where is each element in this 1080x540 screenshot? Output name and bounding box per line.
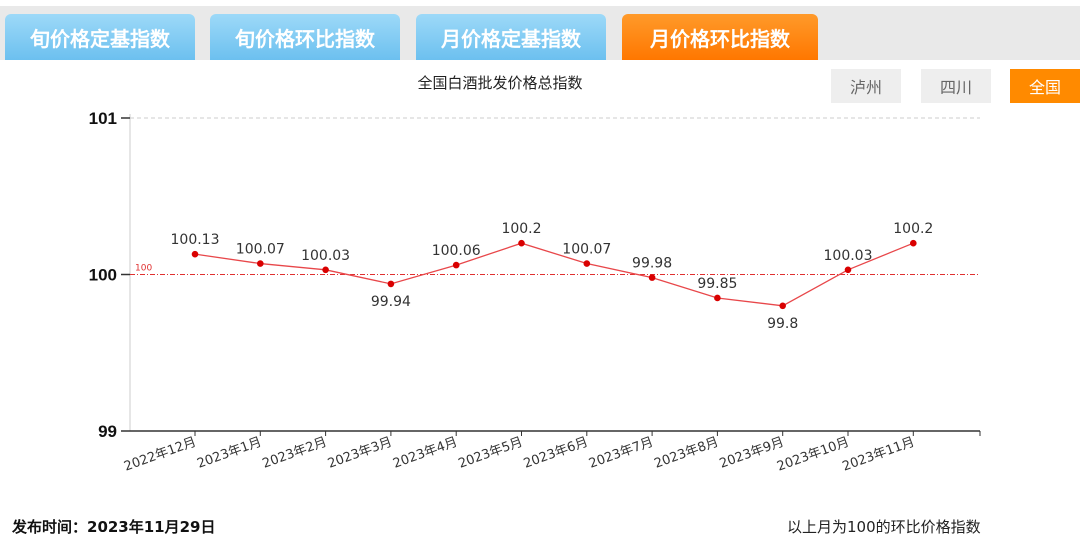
x-tick-label: 2023年8月 bbox=[652, 435, 720, 472]
tab-month-chain[interactable]: 月价格环比指数 bbox=[622, 14, 818, 60]
x-tick-label: 2023年1月 bbox=[195, 435, 263, 472]
data-point bbox=[779, 302, 786, 310]
data-label: 99.8 bbox=[767, 316, 798, 332]
data-label: 100.06 bbox=[432, 243, 481, 259]
data-point bbox=[452, 261, 460, 269]
region-luzhou-button[interactable]: 泸州 bbox=[831, 69, 901, 103]
data-label: 99.94 bbox=[371, 294, 411, 310]
data-label: 100.2 bbox=[893, 221, 933, 237]
data-label: 99.85 bbox=[697, 276, 737, 292]
x-tick-label: 2023年6月 bbox=[522, 435, 590, 472]
x-tick-label: 2023年5月 bbox=[456, 435, 524, 472]
data-point bbox=[191, 250, 199, 258]
index-note: 以上月为100的环比价格指数 bbox=[787, 518, 981, 536]
data-point bbox=[844, 266, 852, 274]
region-sichuan-button[interactable]: 四川 bbox=[921, 69, 991, 103]
x-tick-label: 2023年9月 bbox=[718, 435, 786, 472]
data-point bbox=[387, 280, 395, 288]
data-point bbox=[257, 260, 264, 267]
y-tick-label: 101 bbox=[89, 109, 117, 128]
tab-dekad-chain[interactable]: 旬价格环比指数 bbox=[210, 14, 400, 60]
data-label: 100.03 bbox=[301, 248, 350, 264]
y-tick-label: 99 bbox=[98, 422, 117, 441]
data-point bbox=[583, 260, 591, 267]
x-tick-label: 2023年11月 bbox=[840, 435, 916, 475]
data-point bbox=[518, 239, 525, 247]
chart-title: 全国白酒批发价格总指数 bbox=[417, 74, 583, 92]
region-national-button[interactable]: 全国 bbox=[1010, 69, 1080, 103]
x-tick-label: 2023年4月 bbox=[391, 435, 459, 472]
series-line bbox=[194, 242, 914, 307]
tab-month-fixed-base[interactable]: 月价格定基指数 bbox=[416, 14, 606, 60]
tab-dekad-fixed-base[interactable]: 旬价格定基指数 bbox=[5, 14, 195, 60]
data-point bbox=[322, 266, 329, 274]
x-tick-label: 2022年12月 bbox=[122, 435, 198, 475]
x-tick-label: 2023年2月 bbox=[261, 435, 329, 472]
data-label: 100.03 bbox=[824, 248, 873, 264]
data-label: 100.07 bbox=[236, 242, 285, 258]
reference-line-label: 100 bbox=[135, 264, 152, 274]
x-tick-label: 2023年10月 bbox=[775, 435, 851, 475]
publish-date: 发布时间：2023年11月29日 bbox=[12, 518, 216, 536]
x-tick-label: 2023年3月 bbox=[326, 435, 394, 472]
data-label: 100.07 bbox=[562, 242, 611, 258]
data-label: 100.2 bbox=[501, 221, 541, 237]
data-point bbox=[648, 274, 656, 281]
data-point bbox=[714, 294, 721, 302]
y-tick-label: 100 bbox=[89, 266, 117, 285]
x-tick-label: 2023年7月 bbox=[587, 435, 655, 472]
data-label: 99.98 bbox=[632, 256, 672, 272]
data-label: 100.13 bbox=[171, 232, 220, 248]
data-point bbox=[910, 239, 917, 247]
